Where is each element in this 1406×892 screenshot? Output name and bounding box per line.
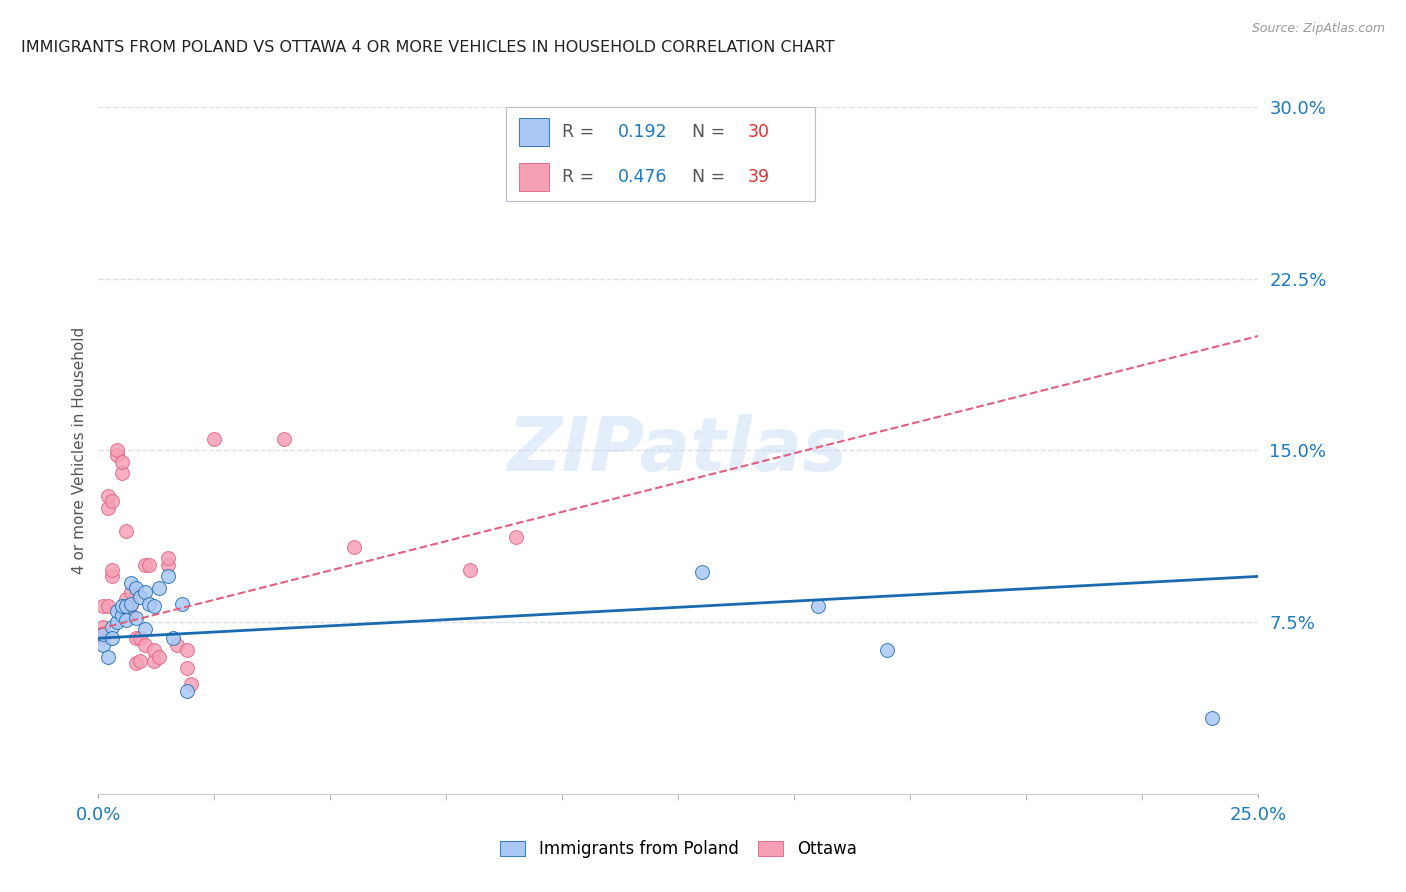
Point [157, 558, 180, 572]
Point [204, 432, 226, 446]
Text: R =: R = [562, 123, 599, 141]
Point [97, 489, 120, 503]
Point [111, 599, 132, 614]
Point [343, 540, 366, 554]
Point [91, 620, 114, 634]
Point [170, 597, 193, 611]
Text: 0.192: 0.192 [617, 123, 666, 141]
Point [138, 597, 160, 611]
Point [111, 467, 132, 481]
Point [105, 604, 128, 618]
Point [115, 613, 138, 627]
Point [91, 631, 114, 645]
Point [129, 631, 152, 645]
Point [134, 558, 156, 572]
Point [1201, 711, 1223, 725]
Point [157, 551, 180, 566]
Point [134, 638, 156, 652]
Point [101, 493, 124, 508]
Point [120, 585, 142, 599]
Text: 39: 39 [748, 169, 769, 186]
Point [105, 448, 128, 462]
Point [176, 683, 198, 698]
Point [97, 649, 120, 664]
Text: IMMIGRANTS FROM POLAND VS OTTAWA 4 OR MORE VEHICLES IN HOUSEHOLD CORRELATION CHA: IMMIGRANTS FROM POLAND VS OTTAWA 4 OR MO… [21, 40, 835, 55]
Point [876, 642, 898, 657]
Point [101, 562, 124, 576]
Point [105, 615, 128, 630]
Point [143, 654, 166, 668]
Point [134, 622, 156, 636]
Point [273, 432, 295, 446]
Point [138, 558, 160, 572]
Point [690, 565, 713, 579]
Point [621, 157, 644, 171]
Point [176, 642, 198, 657]
Text: Source: ZipAtlas.com: Source: ZipAtlas.com [1251, 22, 1385, 36]
Point [91, 638, 114, 652]
Point [111, 608, 132, 623]
Point [166, 638, 188, 652]
Point [120, 597, 142, 611]
Point [129, 654, 152, 668]
Point [97, 500, 120, 515]
Point [129, 590, 152, 604]
Point [124, 631, 146, 645]
Point [807, 599, 830, 614]
Text: 0.476: 0.476 [617, 169, 666, 186]
Point [143, 599, 166, 614]
Point [180, 677, 202, 691]
Point [505, 531, 527, 545]
Point [111, 455, 132, 469]
Text: N =: N = [692, 169, 731, 186]
Point [148, 581, 170, 595]
FancyBboxPatch shape [519, 163, 550, 191]
Point [458, 562, 481, 576]
Point [124, 610, 146, 624]
Point [115, 592, 138, 607]
FancyBboxPatch shape [519, 119, 550, 146]
Point [105, 443, 128, 458]
Point [134, 585, 156, 599]
Point [101, 620, 124, 634]
Point [101, 569, 124, 583]
Text: N =: N = [692, 123, 731, 141]
Point [176, 661, 198, 675]
Point [120, 608, 142, 623]
Legend: Immigrants from Poland, Ottawa: Immigrants from Poland, Ottawa [494, 833, 863, 864]
Text: 30: 30 [748, 123, 769, 141]
Point [91, 599, 114, 614]
Point [101, 631, 124, 645]
Point [120, 597, 142, 611]
Text: ZIPatlas: ZIPatlas [509, 414, 848, 487]
Point [91, 626, 114, 640]
Point [115, 524, 138, 538]
Point [120, 576, 142, 591]
Point [124, 657, 146, 671]
Point [162, 631, 184, 645]
Point [157, 569, 180, 583]
Point [124, 581, 146, 595]
Point [143, 642, 166, 657]
Point [115, 599, 138, 614]
Point [148, 649, 170, 664]
Point [97, 599, 120, 614]
Y-axis label: 4 or more Vehicles in Household: 4 or more Vehicles in Household [72, 326, 87, 574]
Text: R =: R = [562, 169, 599, 186]
